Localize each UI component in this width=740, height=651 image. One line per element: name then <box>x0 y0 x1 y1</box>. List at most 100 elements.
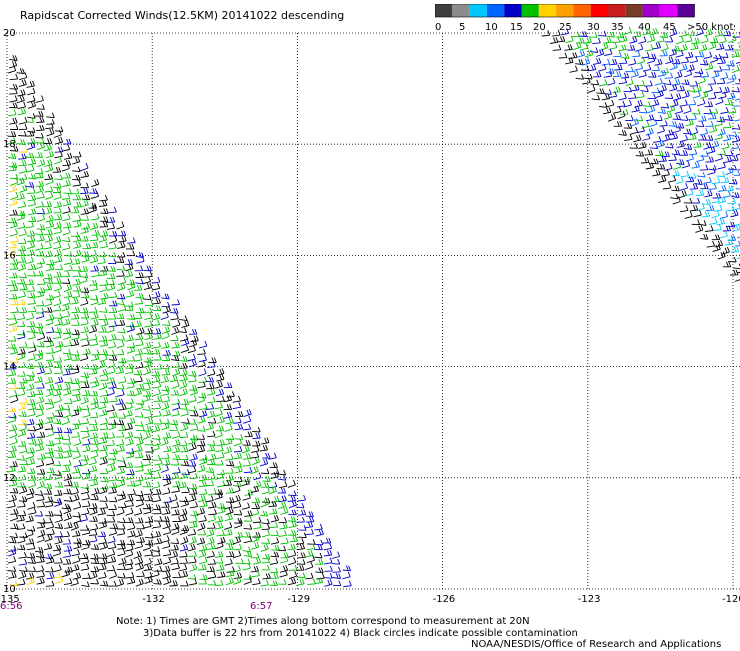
wind-barb <box>663 80 671 85</box>
wind-barb <box>262 554 270 559</box>
wind-barb <box>198 564 206 570</box>
wind-barb <box>712 71 720 78</box>
wind-barb <box>117 446 125 452</box>
wind-barb <box>261 580 269 586</box>
wind-barb <box>216 565 224 571</box>
wind-barb <box>63 228 71 236</box>
wind-barb <box>10 524 18 529</box>
wind-barb <box>37 333 45 341</box>
wind-barb <box>107 405 115 411</box>
wind-barb <box>714 119 722 126</box>
wind-barb <box>734 64 740 72</box>
wind-barb <box>19 342 27 348</box>
wind-barb <box>614 64 622 70</box>
wind-barb <box>98 509 106 515</box>
wind-barb <box>152 320 160 326</box>
wind-barb <box>82 501 90 507</box>
wind-barb <box>729 179 737 184</box>
wind-barb <box>47 468 55 473</box>
wind-barb <box>707 241 715 247</box>
wind-barb <box>235 411 243 416</box>
wind-barb <box>80 308 88 313</box>
wind-barb <box>10 509 18 515</box>
wind-barb <box>126 508 134 516</box>
wind-barb <box>36 460 44 467</box>
wind-barb <box>8 378 16 383</box>
wind-barb <box>180 334 188 341</box>
wind-barb <box>172 467 180 473</box>
wind-barb <box>19 398 27 404</box>
wind-barb <box>179 363 187 368</box>
wind-barb <box>100 581 108 586</box>
wind-barb <box>36 201 44 207</box>
wind-barb <box>243 424 251 430</box>
wind-barb <box>117 549 125 556</box>
wind-barb <box>36 552 44 557</box>
wind-barb <box>10 174 18 179</box>
wind-barb <box>127 523 135 530</box>
latitude-label: 20 <box>3 28 16 39</box>
wind-barb <box>46 573 54 579</box>
wind-barb <box>619 58 627 63</box>
wind-barb <box>171 545 179 551</box>
wind-barb <box>64 189 72 194</box>
wind-barb <box>316 573 324 579</box>
wind-barb <box>278 475 286 480</box>
wind-barb <box>652 170 660 176</box>
wind-barb <box>625 67 633 72</box>
wind-barb <box>64 340 72 346</box>
wind-barb <box>44 554 52 559</box>
wind-barb <box>99 537 107 544</box>
wind-barb <box>566 36 574 43</box>
wind-barb <box>28 480 36 488</box>
wind-barb <box>54 363 62 368</box>
wind-barb <box>672 171 680 176</box>
time-label-2: 6:57 <box>250 601 272 612</box>
wind-barb <box>171 502 179 508</box>
wind-barb <box>663 183 671 189</box>
wind-barb <box>144 328 152 334</box>
wind-barb <box>725 239 733 245</box>
wind-barb <box>27 372 35 377</box>
wind-barb <box>26 153 34 158</box>
wind-barb <box>215 431 223 438</box>
wind-barb <box>125 271 133 278</box>
wind-barb <box>135 475 143 481</box>
wind-barb <box>670 133 678 140</box>
wind-barb <box>135 530 143 537</box>
wind-barb <box>63 207 71 214</box>
wind-barb <box>657 126 665 133</box>
wind-barb <box>706 205 714 210</box>
wind-barb <box>107 273 115 278</box>
wind-barb <box>559 53 567 58</box>
wind-barb <box>307 539 315 544</box>
wind-barb <box>632 51 640 57</box>
wind-barb <box>660 32 668 37</box>
wind-barb <box>36 565 44 572</box>
wind-barb <box>153 411 161 417</box>
wind-barb <box>8 572 16 578</box>
wind-barb <box>279 517 287 522</box>
wind-barb <box>72 292 80 298</box>
wind-barb <box>127 540 135 545</box>
wind-barb <box>28 195 36 201</box>
wind-barb <box>110 523 118 528</box>
wind-barb <box>62 237 70 242</box>
wind-barb <box>672 79 680 85</box>
wind-barb <box>333 581 341 586</box>
wind-barb <box>19 567 27 572</box>
wind-barb <box>188 557 196 563</box>
wind-barb <box>316 529 324 536</box>
wind-barb <box>251 446 259 453</box>
wind-barb <box>26 363 34 368</box>
wind-barb <box>54 565 62 572</box>
wind-barb <box>735 79 740 84</box>
wind-barb <box>125 363 133 368</box>
wind-barb <box>680 205 688 211</box>
wind-barb <box>35 328 43 333</box>
wind-barb <box>135 340 143 346</box>
wind-barb <box>116 384 124 389</box>
wind-barb <box>143 432 151 440</box>
wind-barb <box>152 472 160 479</box>
wind-barb <box>700 234 708 239</box>
